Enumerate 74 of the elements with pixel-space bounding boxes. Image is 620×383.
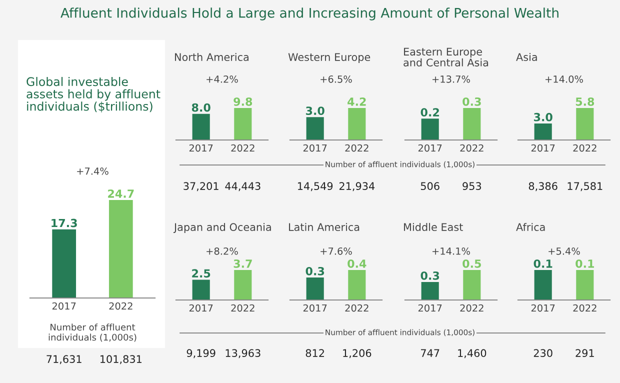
text: 506	[420, 182, 440, 190]
text: 71,631	[46, 355, 82, 364]
text: +5.4%	[548, 247, 580, 255]
chart-title: Eastern Europe and Central Asia	[404, 48, 488, 66]
text: 1,460	[458, 349, 486, 358]
text: 747	[421, 349, 440, 357]
chart-title: Asia	[516, 52, 537, 62]
chart-title: Latin America	[289, 222, 360, 232]
x-tick-label: 2017	[418, 144, 442, 152]
chart-title: North America	[175, 52, 248, 62]
x-tick-label: 2022	[460, 144, 484, 152]
chart-title: Middle East	[404, 222, 463, 232]
text: +14.1%	[432, 247, 470, 255]
x-tick-label: 2022	[460, 304, 484, 312]
text: 953	[462, 182, 482, 190]
data-label: 0.5	[462, 259, 481, 268]
x-tick-label: 2022	[345, 304, 368, 312]
data-label: 0.4	[348, 259, 366, 268]
text: +13.7%	[432, 75, 470, 83]
data-label: 3.7	[234, 259, 252, 268]
data-label: 0.2	[420, 108, 439, 117]
x-tick-label: 2022	[109, 302, 132, 310]
chart-subtitle: Global investable assets held by affluent individuals ($trillions)	[26, 76, 160, 112]
text: +4.2%	[206, 75, 238, 83]
data-label: 2.5	[192, 269, 210, 278]
data-label: 24.7	[108, 189, 134, 198]
x-tick-label: 2022	[231, 144, 254, 152]
text: Affluent Individuals Hold a Large and Increasing Amount of Personal Wealth	[60, 8, 558, 20]
text: 9,199	[186, 349, 216, 358]
chart-title: Africa	[516, 222, 545, 232]
x-tick-label: 2022	[231, 304, 254, 312]
text: +14.0%	[546, 75, 583, 83]
chart-title: Japan and Oceania	[173, 222, 271, 234]
data-label: 4.2	[348, 97, 366, 106]
text: +7.6%	[320, 247, 352, 255]
x-tick-label: 2017	[531, 144, 555, 152]
x-tick-label: 2017	[418, 304, 442, 312]
chart-title: Western Europe	[288, 53, 370, 64]
data-label: 5.8	[576, 97, 594, 106]
text: 1,206	[343, 349, 372, 358]
text: 21,934	[339, 182, 375, 192]
data-label: 9.8	[234, 97, 252, 106]
x-tick-label: 2022	[345, 144, 368, 152]
data-label: 8.0	[192, 103, 210, 112]
text: 14,549	[298, 182, 333, 192]
text: 37,201	[184, 182, 218, 192]
text: +6.5%	[320, 75, 352, 83]
data-label: 0.3	[462, 97, 481, 106]
x-tick-label: 2017	[303, 304, 327, 312]
text: 8,386	[528, 182, 558, 192]
data-label: 0.1	[576, 259, 594, 268]
text: +8.2%	[206, 247, 238, 255]
data-label: 0.3	[306, 266, 324, 276]
text: 17,581	[568, 182, 602, 192]
data-label: 3.0	[534, 112, 552, 122]
x-tick-label: 2017	[531, 304, 555, 312]
data-label: 17.3	[52, 218, 77, 228]
x-tick-label: 2022	[573, 144, 596, 152]
data-label: 3.0	[306, 106, 324, 115]
text: Number of affluent individuals (1,000s)	[48, 324, 136, 342]
data-label: 0.1	[534, 259, 552, 268]
x-tick-label: 2017	[52, 302, 76, 310]
text: +7.4%	[77, 167, 108, 175]
text: 291	[576, 349, 594, 358]
data-label: 0.3	[420, 271, 440, 280]
text: 812	[306, 349, 324, 358]
x-tick-label: 2022	[573, 304, 596, 312]
x-tick-label: 2017	[303, 144, 327, 152]
text: 13,963	[226, 349, 260, 358]
x-tick-label: 2017	[189, 144, 213, 152]
text: 44,443	[225, 182, 260, 192]
text: 101,831	[100, 355, 142, 364]
x-tick-label: 2017	[189, 304, 213, 312]
text: 230	[534, 349, 552, 358]
